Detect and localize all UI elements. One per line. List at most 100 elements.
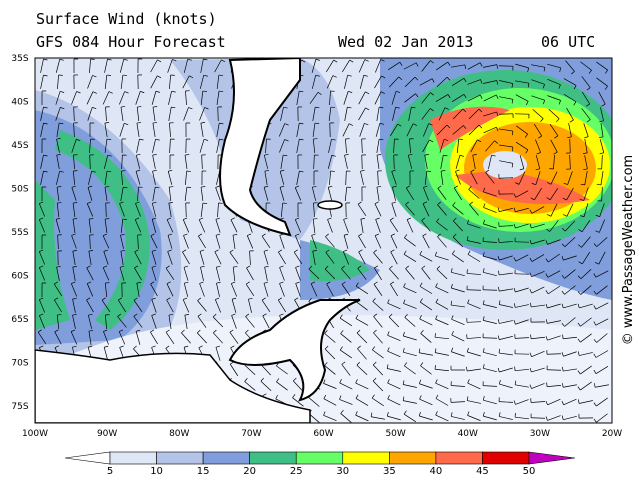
wind-barb-flag [529,209,533,214]
wind-barb [279,187,285,201]
wind-barb-flag [323,394,327,399]
wind-barb [499,304,513,308]
wind-barb [482,241,498,243]
wind-barb [88,315,92,329]
wind-barb [245,283,255,297]
wind-barb [135,331,141,345]
lat-label: 40S [11,98,28,108]
wind-barb-flag [103,329,108,332]
wind-barb-flag [451,315,454,320]
wind-barb [151,251,157,265]
wind-barb [311,75,317,89]
wind-barb [119,267,125,281]
wind-barb [515,304,529,308]
wind-barb-flag [391,201,396,204]
wind-barb [393,138,395,154]
color-bar: 5 10 15 20 25 30 35 40 45 50 [64,451,576,477]
wind-barb [344,155,348,169]
map-time: 06 UTC [541,33,595,51]
wind-barb [86,91,94,105]
wind-barb [296,91,300,105]
wind-barb-flag [189,75,194,79]
wind-barb [564,236,576,248]
wind-barb [371,416,385,420]
wind-barb-flag [402,331,405,337]
wind-barb-flag [197,313,202,317]
wind-barb-flag [406,217,412,220]
wind-barb [264,267,268,281]
wind-barb-flag [530,197,535,201]
wind-barb [393,154,395,170]
wind-barb [312,251,316,265]
wind-barb-flag [186,186,192,188]
wind-barb-flag [184,281,189,284]
wind-barb-flag [482,316,485,321]
wind-barb [547,303,561,309]
wind-barb-flag [443,138,449,141]
wind-barb-flag [215,233,221,236]
wind-barb-flag [387,379,390,384]
wind-barb-flag [496,80,499,85]
wind-barb [71,139,77,153]
wind-barb [601,186,603,202]
wind-barb [451,318,465,326]
wind-barb [584,171,588,185]
wind-barb [167,59,173,73]
wind-barb-flag [199,249,205,252]
wind-barb-flag [343,217,348,220]
wind-barb [581,220,591,232]
wind-barb [499,208,513,212]
wind-barb [262,315,270,329]
wind-barb-flag [595,230,600,233]
wind-barb-flag [119,345,124,348]
wind-barb-flag [200,122,206,124]
wind-barb-flag [122,74,128,76]
wind-barb-flag [390,233,395,237]
wind-barb-flag [577,322,581,327]
wind-barb [546,385,562,387]
wind-barb [598,91,606,105]
wind-barb [483,255,497,261]
wind-barb-flag [358,249,363,253]
lon-label: 60W [313,429,333,439]
wind-barb [583,203,589,217]
wind-barb-flag [171,106,176,109]
wind-barb-flag [117,313,122,317]
wind-barb [183,107,189,121]
wind-barb [103,331,109,345]
wind-barb-flag [452,250,455,255]
wind-barb [488,155,492,169]
wind-barb-flag [558,84,561,89]
wind-barb [404,365,416,375]
wind-barb [421,92,431,104]
wind-barb-flag [443,154,448,157]
wind-barb [296,171,300,185]
color-bar-label: 50 [523,466,536,477]
wind-barb [375,219,381,233]
wind-barb [151,315,157,329]
wind-barb-flag [405,201,409,205]
wind-barb [340,333,352,343]
wind-barb [120,75,124,89]
wind-barb [296,123,300,137]
wind-barb [216,283,220,297]
wind-barb-flag [341,281,346,285]
wind-barb-flag [229,329,234,333]
lat-label: 65S [11,315,28,325]
wind-barb-flag [355,394,359,399]
wind-barb-flag [496,94,499,99]
wind-barb [168,315,172,329]
wind-barb [455,155,461,169]
wind-barb-flag [263,281,269,284]
wind-barb [72,203,76,217]
wind-barb-flag [199,281,204,284]
wind-barb-flag [567,136,572,139]
wind-barb [341,364,351,376]
wind-barb-flag [605,69,609,74]
wind-barb [38,203,46,217]
wind-barb [374,235,382,249]
wind-barb-flag [70,329,76,332]
wind-barb [344,107,348,121]
wind-barb [515,63,529,69]
wind-barb-flag [295,233,300,236]
